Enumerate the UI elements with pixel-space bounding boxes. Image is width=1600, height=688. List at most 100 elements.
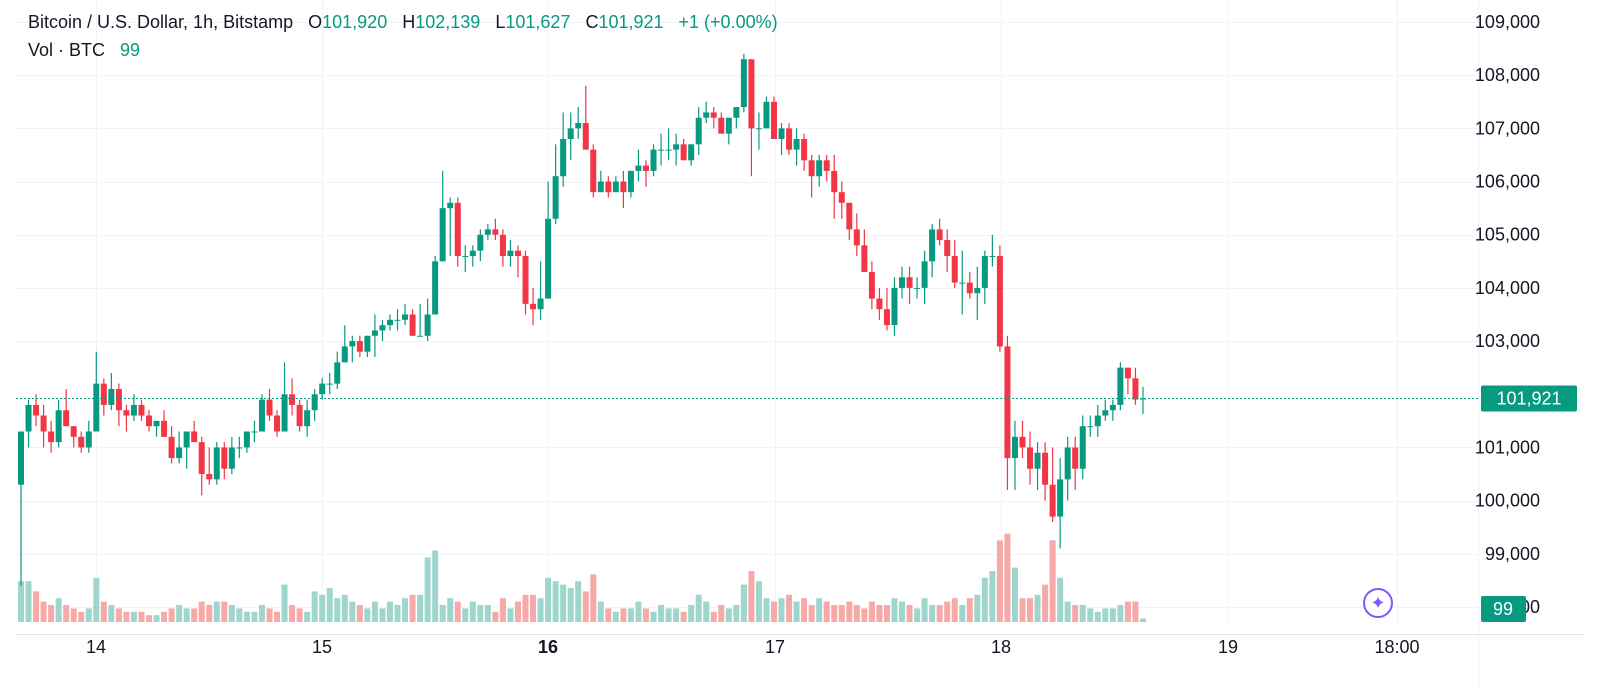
candle-body xyxy=(929,229,936,262)
volume-bar xyxy=(793,601,800,622)
candle-body xyxy=(55,410,62,443)
volume-bar xyxy=(929,605,936,622)
volume-bar xyxy=(1109,608,1116,622)
volume-bar xyxy=(477,605,484,622)
volume-bar xyxy=(665,608,672,622)
volume-bar xyxy=(469,601,476,622)
candle-body xyxy=(1079,426,1086,469)
volume-bar xyxy=(853,605,860,622)
candle-body xyxy=(100,383,107,405)
candle-body xyxy=(1064,447,1071,480)
open-label: O xyxy=(308,12,323,32)
volume-bar xyxy=(78,611,85,622)
ai-assistant-button[interactable]: ✦ xyxy=(1363,588,1393,618)
volume-bars xyxy=(18,533,1146,622)
volume-bar xyxy=(243,611,250,622)
candle-body xyxy=(665,149,672,151)
volume-bar xyxy=(341,594,348,622)
symbol-title[interactable]: Bitcoin / U.S. Dollar, 1h, Bitstamp xyxy=(28,12,294,32)
candle-body xyxy=(1139,398,1146,400)
candle-body xyxy=(123,410,130,416)
volume-bar xyxy=(763,598,770,622)
volume-bar xyxy=(492,611,499,622)
volume-bar xyxy=(522,594,529,622)
candle-body xyxy=(462,256,469,257)
candle-body xyxy=(906,277,913,288)
volume-bar xyxy=(921,598,928,622)
volume-bar xyxy=(168,608,175,622)
volume-bar xyxy=(703,601,710,622)
volume-bar xyxy=(755,581,762,622)
volume-label[interactable]: Vol · BTC xyxy=(28,40,106,60)
volume-bar xyxy=(379,608,386,622)
candle-body xyxy=(371,330,378,336)
volume-bar xyxy=(725,608,732,622)
candle-body xyxy=(680,144,687,161)
candle-body xyxy=(710,112,717,118)
candle-body xyxy=(78,436,85,448)
volume-bar xyxy=(914,608,921,622)
sparkle-icon: ✦ xyxy=(1370,593,1386,613)
candle-body xyxy=(274,415,281,432)
candle-body xyxy=(914,287,921,289)
candle-body xyxy=(198,442,205,475)
open-value: 101,920 xyxy=(322,12,388,32)
time-tick-label: 17 xyxy=(765,637,785,657)
candle-body xyxy=(18,431,24,485)
volume-bar xyxy=(733,605,740,622)
candle-body xyxy=(1124,367,1131,379)
candle-body xyxy=(853,229,860,246)
candle-body xyxy=(808,160,815,177)
volume-bar xyxy=(748,571,755,622)
volume-bar xyxy=(771,601,777,622)
volume-bar xyxy=(545,577,552,622)
price-tick-label: 103,000 xyxy=(1475,331,1540,351)
volume-legend: Vol · BTC 99 xyxy=(28,40,140,61)
volume-bar xyxy=(311,591,318,622)
candle-body xyxy=(868,271,875,299)
volume-bar xyxy=(575,581,582,622)
volume-bar xyxy=(18,581,24,622)
candle-body xyxy=(1087,426,1094,428)
candle-body xyxy=(25,404,32,432)
candles xyxy=(18,53,1146,586)
candle-body xyxy=(560,139,567,177)
volume-bar xyxy=(228,605,235,622)
candle-body xyxy=(582,123,589,150)
volume-bar xyxy=(537,598,544,622)
candle-body xyxy=(93,383,100,432)
candle-body xyxy=(627,170,634,193)
candle-body xyxy=(861,245,868,272)
candle-body xyxy=(823,160,830,171)
candle-body xyxy=(364,335,371,352)
volume-bar xyxy=(356,605,363,622)
candle-body xyxy=(959,282,966,284)
volume-bar xyxy=(55,598,62,622)
volume-bar xyxy=(85,608,92,622)
volume-bar xyxy=(996,540,1003,622)
candle-body xyxy=(33,404,40,416)
volume-bar xyxy=(951,598,958,622)
candle-body xyxy=(341,346,348,363)
candle-body xyxy=(243,431,250,448)
time-tick-label: 19 xyxy=(1218,637,1238,657)
volume-bar xyxy=(454,601,461,622)
candle-body xyxy=(778,128,785,139)
time-tick-label: 15 xyxy=(312,637,332,657)
price-tick-label: 109,000 xyxy=(1475,12,1540,32)
candle-body xyxy=(650,149,657,171)
volume-bar xyxy=(778,598,785,622)
candle-body xyxy=(296,404,303,427)
candle-body xyxy=(85,431,92,448)
candle-body xyxy=(695,117,702,145)
candle-body xyxy=(168,436,175,459)
volume-bar xyxy=(688,605,695,622)
volume-bar xyxy=(1042,584,1049,622)
volume-bar xyxy=(936,605,943,622)
candle-body xyxy=(349,341,356,347)
volume-bar xyxy=(1102,608,1109,622)
volume-bar xyxy=(507,608,514,622)
volume-bar xyxy=(266,608,273,622)
candle-body xyxy=(605,181,612,193)
